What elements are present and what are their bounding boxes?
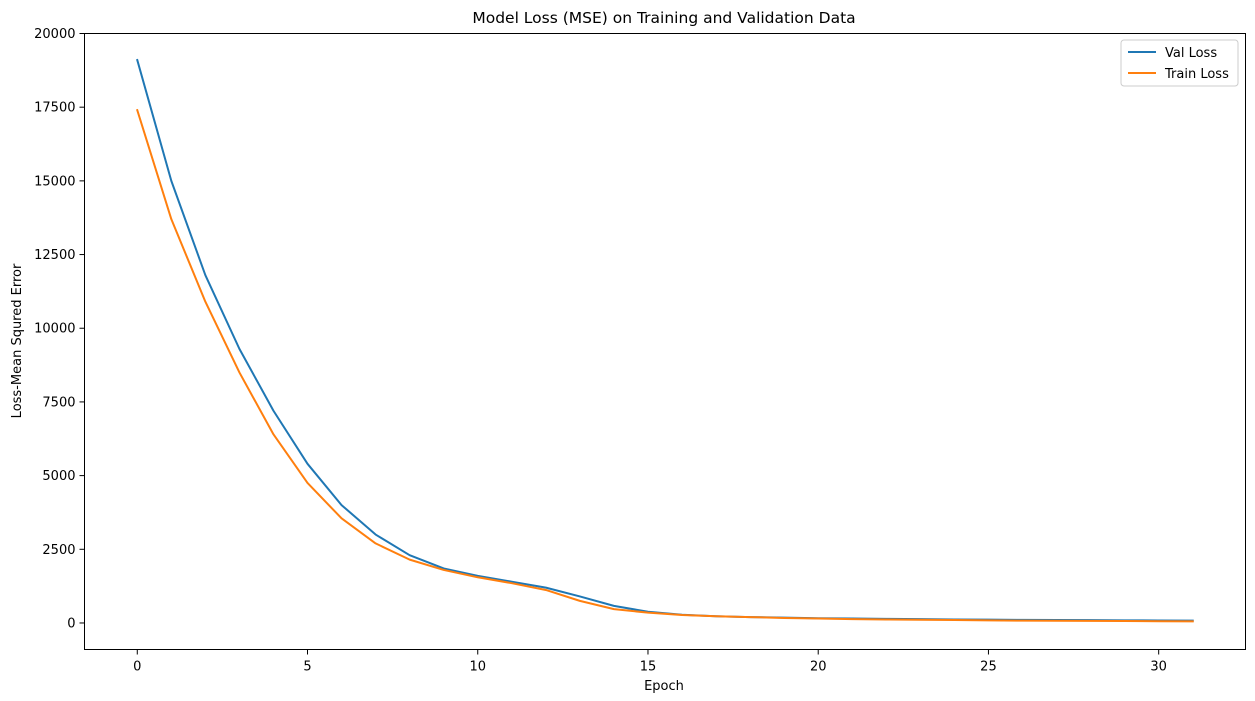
y-axis-label: Loss-Mean Squred Error bbox=[10, 263, 25, 418]
x-tick-label: 25 bbox=[980, 660, 997, 675]
plot-frame bbox=[84, 33, 1246, 650]
y-tick-label: 12500 bbox=[34, 248, 75, 263]
x-tick-label: 15 bbox=[640, 660, 657, 675]
x-tick-label: 20 bbox=[810, 660, 827, 675]
y-tick-label: 10000 bbox=[34, 322, 75, 337]
y-axis-ticks: 0 2500 5000 7500 10000 12500 15000 17500 20000 bbox=[34, 27, 85, 631]
y-tick-label: 2500 bbox=[42, 543, 75, 558]
chart-title: Model Loss (MSE) on Training and Validat… bbox=[472, 9, 855, 27]
y-tick-label: 20000 bbox=[34, 27, 75, 42]
legend-label-val-loss: Val Loss bbox=[1165, 46, 1217, 61]
x-tick-label: 10 bbox=[469, 660, 486, 675]
y-tick-label: 17500 bbox=[34, 101, 75, 116]
y-tick-label: 15000 bbox=[34, 174, 75, 189]
y-tick-label: 5000 bbox=[42, 469, 75, 484]
plot-area bbox=[84, 33, 1246, 650]
legend-label-train-loss: Train Loss bbox=[1164, 67, 1229, 82]
y-tick-label: 0 bbox=[67, 616, 75, 631]
y-tick-label: 7500 bbox=[42, 395, 75, 410]
x-tick-label: 30 bbox=[1150, 660, 1167, 675]
x-tick-label: 5 bbox=[303, 660, 311, 675]
x-tick-label: 0 bbox=[133, 660, 141, 675]
series-line-train-loss bbox=[136, 108, 1194, 623]
series-layer bbox=[136, 58, 1194, 623]
legend: Val Loss Train Loss bbox=[1120, 39, 1239, 87]
x-axis-ticks: 0 5 10 15 20 25 30 bbox=[133, 649, 1167, 675]
x-axis-label: Epoch bbox=[644, 679, 684, 694]
